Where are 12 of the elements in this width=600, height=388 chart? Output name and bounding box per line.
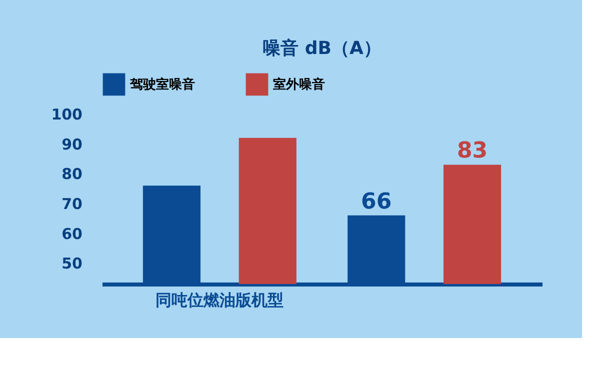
y-tick-label: 100 [51, 106, 82, 124]
data-label: 83 [456, 138, 488, 164]
chart-title: 噪音 dB（A） [262, 38, 382, 59]
y-tick-label: 50 [62, 254, 82, 273]
y-tick-label: 60 [62, 224, 82, 243]
x-tick-label: 同吨位燃油版机型 [156, 290, 284, 310]
y-tick-label: 90 [62, 135, 82, 154]
y-tick-label: 80 [62, 165, 82, 184]
data-label: 66 [361, 189, 392, 214]
legend-label: 室外噪音 [273, 76, 325, 92]
legend-label: 驾驶室噪音 [129, 76, 195, 92]
y-tick-label: 70 [62, 194, 82, 213]
